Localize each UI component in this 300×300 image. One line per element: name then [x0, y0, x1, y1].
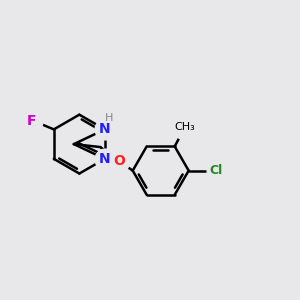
Text: H: H [105, 113, 113, 123]
Text: CH₃: CH₃ [175, 122, 195, 132]
Text: F: F [27, 114, 37, 128]
Text: Cl: Cl [209, 164, 222, 177]
Text: O: O [113, 154, 125, 168]
Text: N: N [99, 152, 111, 166]
Text: N: N [99, 122, 111, 136]
